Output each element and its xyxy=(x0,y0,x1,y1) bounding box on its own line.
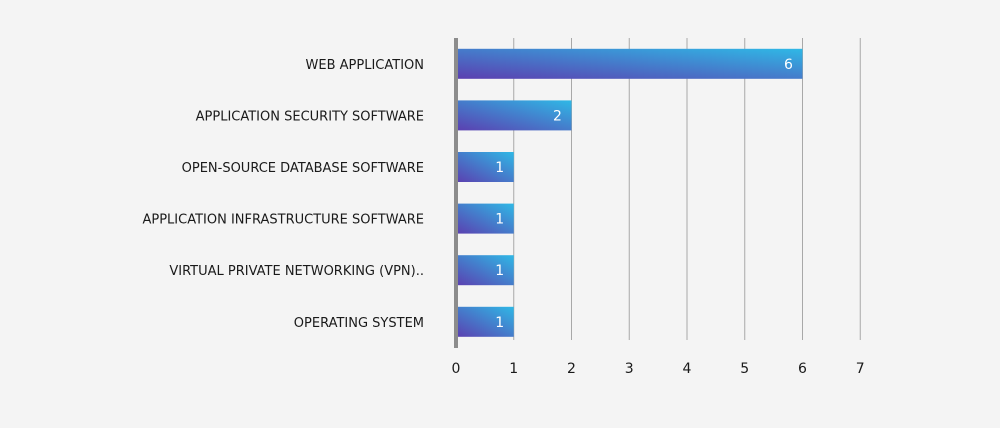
category-label-6: OPERATING SYSTEM xyxy=(294,316,424,331)
data-label-2: 2 xyxy=(553,108,562,124)
x-tick-label-3: 3 xyxy=(625,361,634,377)
bar-1 xyxy=(456,48,803,79)
data-label-3: 1 xyxy=(495,160,504,176)
bars xyxy=(456,48,803,337)
x-tick-label-4: 4 xyxy=(683,361,692,377)
bar-3 xyxy=(456,152,514,182)
data-label-4: 1 xyxy=(495,212,504,228)
bar-6 xyxy=(456,306,514,337)
labels: 0 1 2 3 4 5 6 7 WEB APPLICATION 6 APPLICATION SECU… xyxy=(142,57,864,377)
gridlines xyxy=(513,38,861,340)
x-tick-label-2: 2 xyxy=(567,361,576,377)
data-label-1: 6 xyxy=(784,57,793,73)
x-tick-label-7: 7 xyxy=(856,361,865,377)
data-label-6: 1 xyxy=(495,315,504,331)
category-label-5: VIRTUAL PRIVATE NETWORKING (VPN).. xyxy=(169,264,424,279)
category-label-1: WEB APPLICATION xyxy=(306,58,424,73)
x-tick-label-6: 6 xyxy=(798,361,807,377)
category-label-4: APPLICATION INFRASTRUCTURE SOFTWARE xyxy=(142,213,424,228)
x-tick-label-1: 1 xyxy=(509,361,518,377)
bar-4 xyxy=(456,203,514,234)
x-tick-label-0: 0 xyxy=(452,361,461,377)
x-tick-label-5: 5 xyxy=(740,361,749,377)
data-label-5: 1 xyxy=(495,263,504,279)
category-label-3: OPEN-SOURCE DATABASE SOFTWARE xyxy=(182,161,424,176)
bar-2 xyxy=(456,100,572,131)
category-label-2: APPLICATION SECURITY SOFTWARE xyxy=(196,109,424,124)
bar-5 xyxy=(456,255,514,286)
